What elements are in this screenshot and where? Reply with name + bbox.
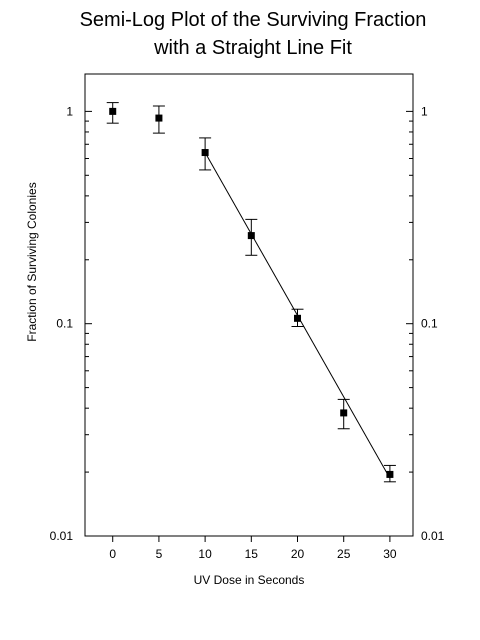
y-tick-label-left: 1 [66,104,73,118]
x-axis-ticks: 0 5 10 15 20 25 30 [109,536,397,561]
x-tick-label: 15 [245,547,259,561]
y-axis-ticks: 1 1 0.1 0.1 0.01 0.01 [50,104,445,543]
data-point-marker [201,149,209,157]
data-points-group [106,102,396,483]
x-tick-label: 25 [337,547,351,561]
data-point-marker [340,409,348,417]
data-point-marker [155,114,163,122]
x-tick-label: 20 [291,547,305,561]
data-point-marker [247,232,255,240]
chart-title-line-2: with a Straight Line Fit [153,37,352,59]
y-tick-label-right: 0.1 [421,317,438,331]
y-tick-label-right: 1 [421,104,428,118]
data-point-marker [294,314,302,322]
x-tick-label: 0 [109,547,116,561]
x-tick-label: 30 [383,547,397,561]
data-point-marker [109,107,117,115]
x-tick-label: 10 [198,547,212,561]
y-tick-label-right: 0.01 [421,529,445,543]
y-tick-label-left: 0.01 [50,529,74,543]
data-point-marker [386,470,394,478]
y-tick-label-left: 0.1 [56,317,73,331]
x-tick-label: 5 [156,547,163,561]
y-axis-label: Fraction of Surviving Colonies [25,182,39,341]
x-axis-label: UV Dose in Seconds [194,573,305,587]
plot-frame [84,73,414,537]
chart-title-line-1: Semi-Log Plot of the Surviving Fraction [80,9,427,31]
